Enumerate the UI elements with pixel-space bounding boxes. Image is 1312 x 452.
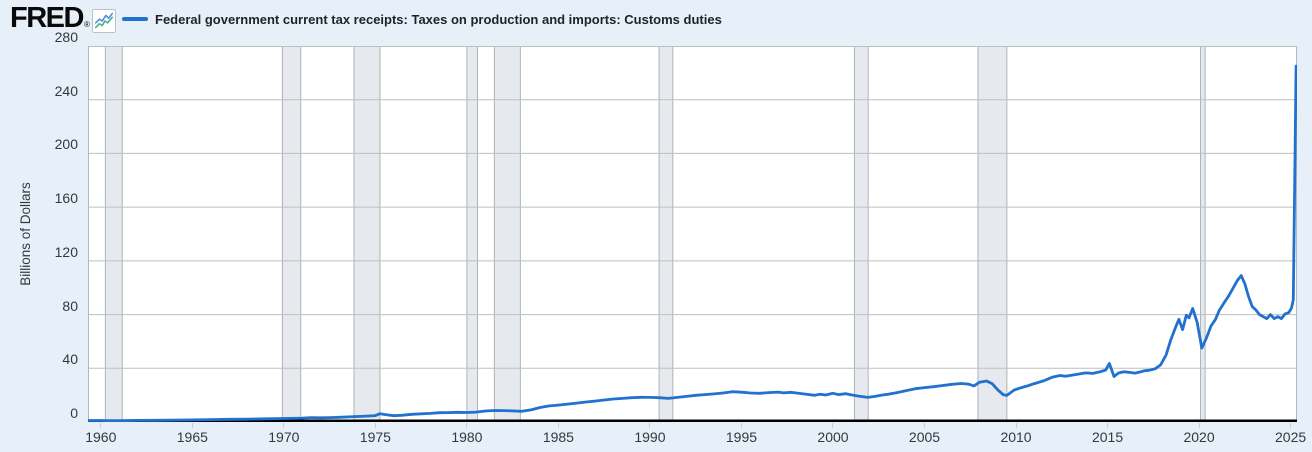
- y-tick-label: 120: [54, 243, 78, 260]
- recession-band: [105, 46, 123, 422]
- y-tick-label: 40: [62, 351, 78, 368]
- x-tick-label: 1980: [451, 429, 483, 445]
- y-tick-label: 280: [54, 29, 78, 45]
- line-chart-icon: [92, 9, 116, 33]
- fred-logo[interactable]: FRED®: [10, 2, 90, 35]
- x-tick-label: 2020: [1183, 429, 1215, 445]
- y-tick-label: 240: [54, 82, 78, 99]
- recession-band: [854, 46, 869, 422]
- x-tick-label: 2000: [817, 429, 849, 445]
- recession-band: [466, 46, 478, 422]
- x-tick-mark: [100, 423, 102, 428]
- x-tick-mark: [374, 423, 376, 428]
- plot-area: [88, 46, 1297, 422]
- x-tick-mark: [832, 423, 834, 428]
- x-tick-label: 1995: [725, 429, 758, 445]
- recession-band: [282, 46, 301, 422]
- graph-header: FRED® Federal government current tax rec…: [0, 0, 1312, 40]
- registered-mark: ®: [83, 20, 90, 29]
- x-tick-label: 2025: [1275, 429, 1307, 445]
- recession-band: [1200, 46, 1206, 422]
- x-tick-mark: [283, 423, 285, 428]
- x-tick-mark: [466, 423, 468, 428]
- recession-band: [977, 46, 1007, 422]
- x-tick-label: 2015: [1091, 429, 1124, 445]
- x-tick-label: 1985: [542, 429, 574, 445]
- x-tick-mark: [557, 423, 559, 428]
- recession-band: [494, 46, 521, 422]
- x-tick-label: 1965: [176, 429, 208, 445]
- series-legend-swatch: [122, 17, 148, 21]
- fred-logo-text: FRED: [10, 2, 84, 34]
- x-tick-label: 1990: [634, 429, 666, 445]
- series-title: Federal government current tax receipts:…: [155, 12, 722, 27]
- x-tick-label: 1960: [85, 429, 117, 445]
- x-tick-mark: [649, 423, 651, 428]
- chart-canvas: [88, 46, 1297, 422]
- x-tick-mark: [1015, 423, 1017, 428]
- x-tick-mark: [1290, 423, 1292, 428]
- x-tick-mark: [740, 423, 742, 428]
- x-tick-label: 1975: [359, 429, 391, 445]
- x-tick-mark: [1107, 423, 1109, 428]
- y-tick-label: 200: [54, 136, 78, 153]
- x-tick-label: 2005: [908, 429, 941, 445]
- y-tick-label: 160: [54, 190, 78, 207]
- x-tick-label: 1970: [268, 429, 300, 445]
- recession-band: [353, 46, 380, 422]
- y-tick-label: 80: [62, 297, 78, 314]
- x-tick-mark: [191, 423, 193, 428]
- x-tick-mark: [1198, 423, 1200, 428]
- x-tick-mark: [924, 423, 925, 428]
- data-line: [88, 64, 1297, 422]
- x-tick-label: 2010: [1000, 429, 1032, 445]
- recession-band: [659, 46, 673, 422]
- y-tick-label: 0: [70, 405, 78, 421]
